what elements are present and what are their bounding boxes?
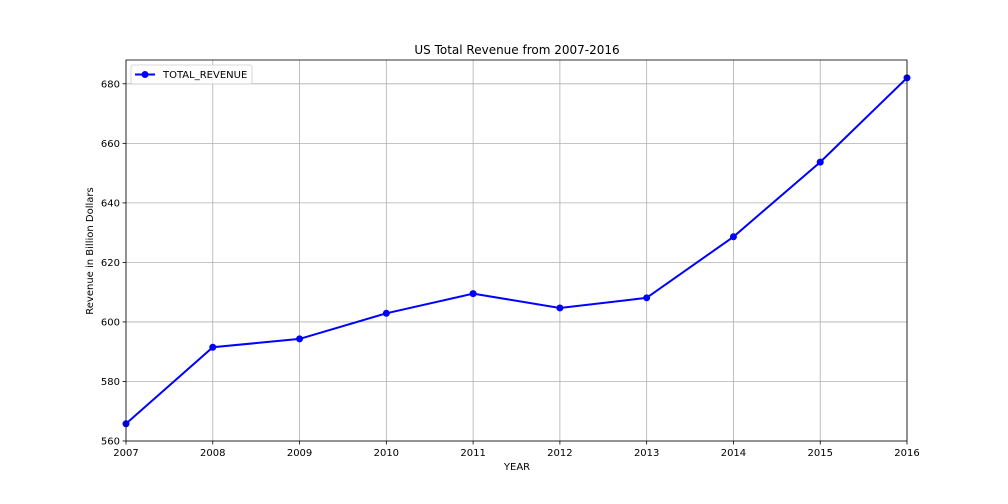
legend-box bbox=[130, 64, 253, 85]
y-tick-label: 640 bbox=[101, 198, 120, 209]
grid-lines bbox=[125, 60, 908, 442]
x-tick-label: 2009 bbox=[287, 448, 312, 459]
x-tick-label: 2016 bbox=[894, 448, 919, 459]
x-axis-label: YEAR bbox=[503, 462, 530, 473]
series-layer bbox=[122, 74, 911, 428]
data-point bbox=[296, 335, 304, 343]
x-tick-label: 2013 bbox=[634, 448, 659, 459]
x-tick-label: 2008 bbox=[200, 448, 225, 459]
x-axis-ticks: 2007 2008 2009 2010 2011 2012 2013 2014 2015 2016 bbox=[113, 441, 920, 459]
legend-marker-sample bbox=[141, 71, 149, 78]
x-tick-label: 2011 bbox=[460, 448, 485, 459]
y-tick-label: 660 bbox=[101, 139, 120, 150]
legend-label: TOTAL_REVENUE bbox=[162, 70, 247, 81]
x-tick-label: 2014 bbox=[721, 448, 746, 459]
data-point bbox=[816, 158, 824, 166]
y-axis-label: Revenue in Billion Dollars bbox=[85, 187, 96, 314]
data-point bbox=[729, 233, 737, 241]
data-point bbox=[643, 294, 651, 302]
legend: TOTAL_REVENUE bbox=[130, 64, 253, 85]
data-point bbox=[209, 343, 217, 351]
data-point bbox=[469, 290, 477, 298]
y-axis-ticks: 560 580 600 620 640 660 680 bbox=[101, 79, 126, 448]
chart-title: US Total Revenue from 2007-2016 bbox=[414, 43, 619, 57]
y-tick-label: 600 bbox=[101, 317, 120, 328]
data-point bbox=[382, 309, 390, 317]
x-tick-label: 2010 bbox=[374, 448, 399, 459]
series-line bbox=[125, 77, 908, 425]
data-point bbox=[556, 304, 564, 312]
y-tick-label: 580 bbox=[101, 377, 120, 388]
plot-frame bbox=[125, 59, 908, 442]
y-tick-label: 560 bbox=[101, 437, 120, 448]
x-tick-label: 2012 bbox=[547, 448, 572, 459]
y-tick-label: 680 bbox=[101, 79, 120, 90]
y-tick-label: 620 bbox=[101, 258, 120, 269]
x-tick-label: 2015 bbox=[807, 448, 832, 459]
x-tick-label: 2007 bbox=[113, 448, 138, 459]
